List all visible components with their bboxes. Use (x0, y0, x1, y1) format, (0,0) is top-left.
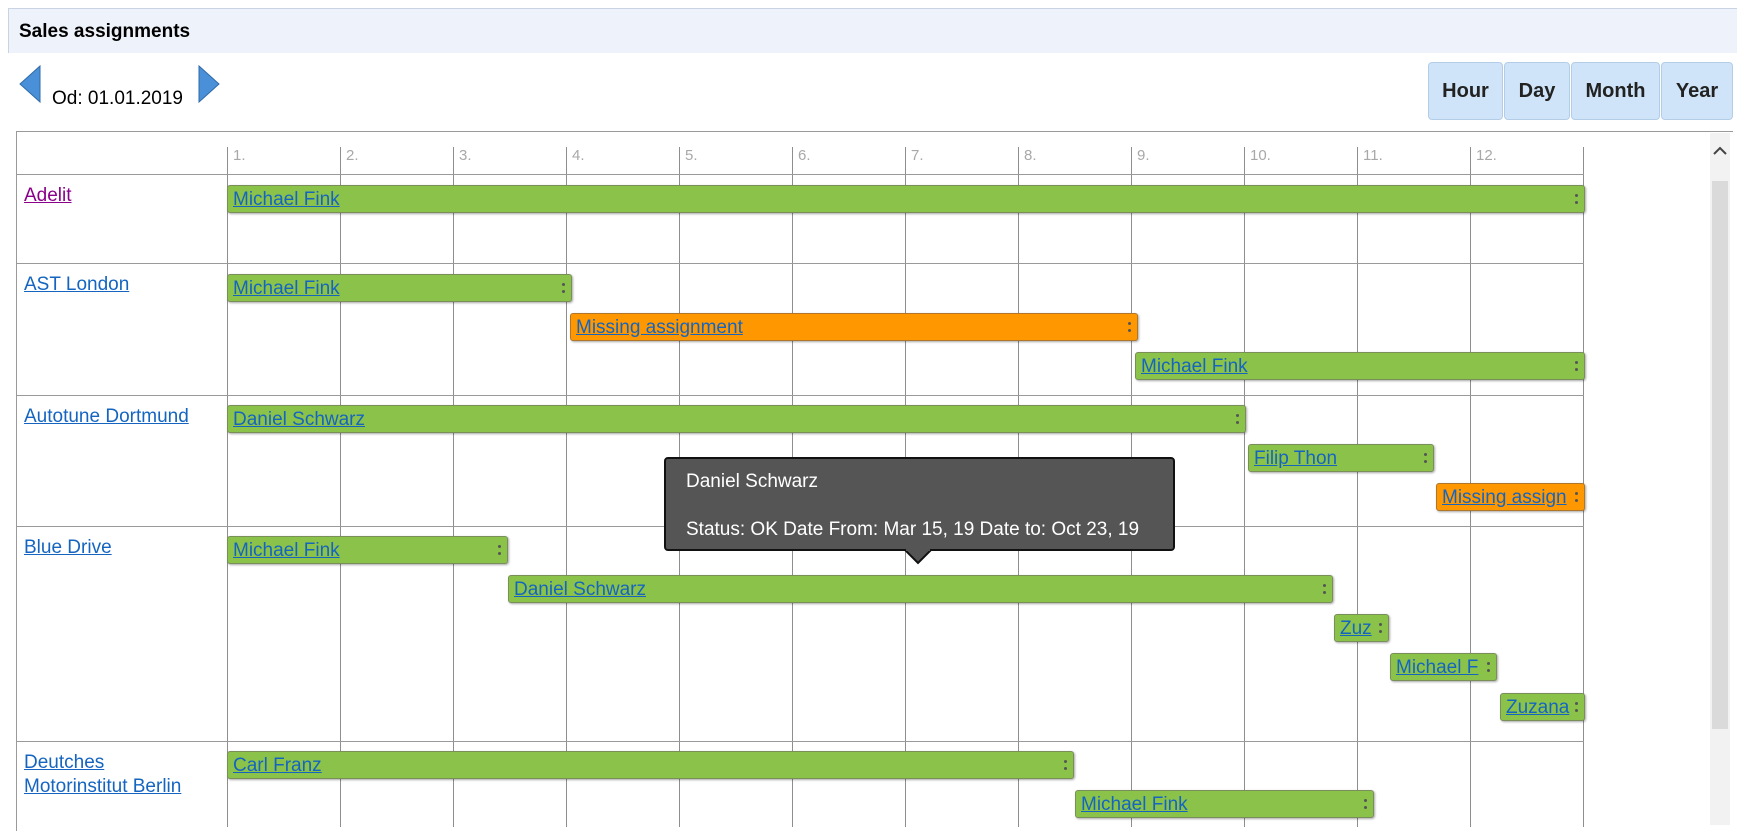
row-separator (16, 741, 1584, 742)
grid-line (1357, 147, 1358, 827)
drag-handle-icon[interactable] (1424, 451, 1427, 465)
assignment-label[interactable]: Daniel Schwarz (233, 409, 365, 430)
assignment-label[interactable]: Michael Fink (1141, 356, 1248, 377)
assignment-bar-missing[interactable]: Missing assignment (570, 313, 1138, 341)
view-month-button[interactable]: Month (1571, 62, 1660, 120)
assignment-bar[interactable]: Filip Thon (1248, 444, 1434, 472)
row-label-autotune-dortmund[interactable]: Autotune Dortmund (24, 406, 189, 427)
assignment-label[interactable]: Carl Franz (233, 755, 322, 776)
next-period-button[interactable] (197, 64, 221, 104)
assignment-label[interactable]: Michael Fink (233, 540, 340, 561)
tooltip-pointer (904, 549, 932, 565)
month-label: 4. (572, 147, 585, 164)
month-label: 10. (1250, 147, 1271, 164)
assignment-bar[interactable]: Daniel Schwarz (227, 405, 1246, 433)
month-label: 6. (798, 147, 811, 164)
assignment-label[interactable]: Missing assign (1442, 487, 1567, 508)
view-day-button[interactable]: Day (1504, 62, 1570, 120)
assignment-bar[interactable]: Michael Fink (227, 536, 508, 564)
assignment-label[interactable]: Filip Thon (1254, 448, 1338, 469)
assignment-bar[interactable]: Zuz (1334, 614, 1389, 642)
drag-handle-icon[interactable] (1379, 621, 1382, 635)
row-label-deutches-motorinstitut-berlin[interactable]: Deutches Motorinstitut Berlin (24, 751, 181, 799)
drag-handle-icon[interactable] (498, 543, 501, 557)
month-label: 1. (233, 147, 246, 164)
month-label: 11. (1363, 147, 1383, 164)
drag-handle-icon[interactable] (1323, 582, 1326, 596)
assignment-label[interactable]: Daniel Schwarz (514, 579, 646, 600)
assignment-bar[interactable]: Carl Franz (227, 751, 1074, 779)
gantt-grid (16, 131, 1733, 831)
panel-title: Sales assignments (19, 21, 191, 42)
assignment-bar[interactable]: Michael Fink (227, 274, 572, 302)
triangle-left-icon (19, 64, 41, 104)
grid-line (1244, 147, 1245, 827)
assignment-tooltip: Daniel Schwarz Status: OK Date From: Mar… (664, 457, 1175, 551)
month-label: 3. (459, 147, 472, 164)
row-label-adelit[interactable]: Adelit (24, 185, 72, 206)
assignment-label[interactable]: Michael Fink (1081, 794, 1188, 815)
month-label: 12. (1476, 147, 1497, 164)
view-hour-button[interactable]: Hour (1428, 62, 1503, 120)
chevron-up-icon[interactable] (1712, 143, 1728, 159)
grid-line (227, 147, 228, 827)
month-label: 8. (1024, 147, 1037, 164)
drag-handle-icon[interactable] (1236, 412, 1239, 426)
grid-line (453, 147, 454, 827)
row-label-line: Deutches (24, 752, 105, 773)
drag-handle-icon[interactable] (1575, 700, 1578, 714)
month-label: 7. (911, 147, 924, 164)
assignment-bar[interactable]: Michael Fink (227, 185, 1585, 213)
drag-handle-icon[interactable] (1064, 758, 1067, 772)
row-separator (16, 263, 1584, 264)
tooltip-name: Daniel Schwarz (686, 471, 818, 492)
drag-handle-icon[interactable] (1128, 320, 1131, 334)
assignment-label[interactable]: Michael Fink (233, 278, 340, 299)
assignment-bar[interactable]: Zuzana (1500, 693, 1585, 721)
row-separator (16, 174, 1584, 175)
drag-handle-icon[interactable] (1575, 192, 1578, 206)
assignment-bar[interactable]: Michael Fink (1135, 352, 1585, 380)
month-label: 9. (1137, 147, 1150, 164)
tooltip-details: Status: OK Date From: Mar 15, 19 Date to… (686, 519, 1140, 540)
drag-handle-icon[interactable] (1575, 490, 1578, 504)
assignment-label[interactable]: Michael Fink (233, 189, 340, 210)
drag-handle-icon[interactable] (1575, 359, 1578, 373)
row-separator (16, 395, 1584, 396)
assignment-label[interactable]: Michael F (1396, 657, 1479, 678)
view-year-button[interactable]: Year (1661, 62, 1733, 120)
assignment-label[interactable]: Missing assignment (576, 317, 743, 338)
row-label-line: Motorinstitut Berlin (24, 776, 182, 797)
grid-line (340, 147, 341, 827)
assignment-bar-missing[interactable]: Missing assign (1436, 483, 1585, 511)
drag-handle-icon[interactable] (1487, 660, 1490, 674)
scrollbar-thumb[interactable] (1712, 181, 1728, 729)
prev-period-button[interactable] (18, 64, 42, 104)
row-label-ast-london[interactable]: AST London (24, 274, 130, 295)
assignment-bar[interactable]: Daniel Schwarz (508, 575, 1333, 603)
drag-handle-icon[interactable] (562, 281, 565, 295)
date-label: Od: 01.01.2019 (52, 88, 183, 109)
month-label: 5. (685, 147, 698, 164)
panel-header: Sales assignments (8, 8, 1737, 53)
triangle-right-icon (198, 64, 220, 104)
assignment-bar[interactable]: Michael F (1390, 653, 1497, 681)
assignment-label[interactable]: Zuzana (1506, 697, 1570, 718)
assignment-label[interactable]: Zuz (1340, 618, 1372, 639)
row-label-blue-drive[interactable]: Blue Drive (24, 537, 112, 558)
grid-line (566, 147, 567, 827)
month-label: 2. (346, 147, 359, 164)
vertical-scrollbar[interactable] (1710, 133, 1730, 825)
assignment-bar[interactable]: Michael Fink (1075, 790, 1374, 818)
drag-handle-icon[interactable] (1364, 797, 1367, 811)
